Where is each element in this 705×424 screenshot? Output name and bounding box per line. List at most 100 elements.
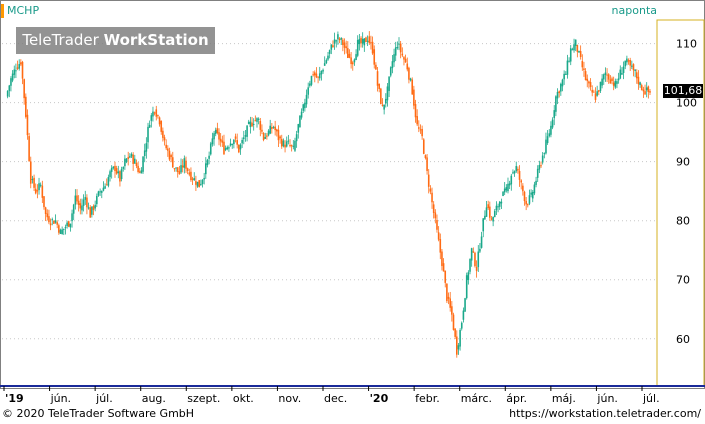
- candle-body: [181, 165, 184, 168]
- candle-body: [394, 47, 397, 56]
- candle-body: [180, 165, 182, 173]
- candle-body: [163, 137, 166, 141]
- candle-body: [145, 143, 148, 152]
- candle-body: [634, 69, 636, 71]
- candle-body: [25, 96, 27, 117]
- candle-body: [171, 157, 174, 168]
- candle-body: [170, 155, 172, 158]
- candle-body: [142, 156, 144, 172]
- candle-body: [33, 177, 35, 188]
- candle-body: [200, 183, 202, 186]
- candle-body: [386, 86, 389, 101]
- candle-body: [398, 43, 400, 45]
- candle-body: [389, 67, 392, 76]
- candle-body: [302, 104, 305, 111]
- candle-body: [134, 158, 136, 164]
- candle-body: [120, 169, 123, 180]
- candle-body: [205, 163, 207, 175]
- candle-body: [480, 236, 483, 248]
- candle-body: [59, 229, 62, 234]
- candle-body: [563, 73, 565, 80]
- candle-body: [523, 191, 526, 202]
- candle-body: [53, 220, 55, 224]
- candle-body: [627, 60, 630, 62]
- candle-body: [414, 104, 417, 118]
- ticker-symbol[interactable]: MCHP: [7, 4, 40, 17]
- candle-body: [437, 232, 440, 240]
- candle-body: [147, 126, 149, 143]
- x-tick-label: júl.: [642, 392, 660, 405]
- candle-body: [631, 65, 633, 67]
- candle-body: [505, 187, 508, 191]
- candle-body: [44, 207, 47, 214]
- candle-body: [112, 166, 115, 169]
- candle-body: [560, 83, 562, 92]
- candle-body: [355, 54, 357, 61]
- candle-body: [157, 115, 159, 117]
- candle-body: [401, 53, 404, 56]
- candle-body: [49, 223, 52, 226]
- candle-body: [244, 135, 247, 137]
- candle-body: [82, 199, 85, 206]
- candle-body: [122, 167, 125, 169]
- candle-body: [287, 140, 290, 142]
- candle-body: [409, 78, 412, 81]
- candle-body: [348, 53, 351, 58]
- candle-body: [158, 117, 161, 125]
- candle-body: [411, 79, 414, 95]
- candle-body: [297, 124, 300, 133]
- candle-body: [376, 71, 379, 86]
- candle-body: [190, 171, 192, 181]
- candle-body: [531, 191, 534, 199]
- site-link[interactable]: https://workstation.teletrader.com/: [509, 407, 701, 420]
- candle-body: [566, 60, 569, 75]
- candle-body: [617, 78, 620, 81]
- x-tick-label: nov.: [278, 392, 301, 405]
- candle-body: [272, 126, 275, 128]
- candle-body: [282, 140, 285, 147]
- candle-body: [231, 144, 234, 146]
- candle-body: [241, 139, 243, 144]
- watermark-text-bold: WorkStation: [103, 31, 209, 49]
- candle-body: [459, 330, 461, 347]
- candle-body: [551, 119, 554, 128]
- x-tick-label: jún.: [596, 392, 618, 405]
- x-tick-labels: '19 jún. júl. aug. szept. okt. nov. dec. '20 febr…: [5, 392, 660, 405]
- candle-body: [198, 180, 200, 188]
- candle-body: [642, 89, 645, 92]
- candle-body: [239, 144, 242, 150]
- candle-body: [404, 58, 407, 63]
- candle-body: [371, 41, 374, 54]
- candle-body: [342, 39, 344, 46]
- candle-body: [432, 204, 435, 213]
- candle-body: [358, 39, 361, 45]
- candle-body: [107, 177, 110, 186]
- candle-body: [429, 188, 432, 192]
- candle-body: [553, 110, 556, 119]
- candle-body: [568, 60, 570, 62]
- candle-body: [84, 197, 87, 200]
- candle-body: [195, 181, 197, 185]
- candle-body: [269, 125, 272, 134]
- candle-body: [556, 91, 559, 99]
- candle-body: [129, 156, 131, 158]
- candle-body: [196, 181, 199, 187]
- candle-body: [492, 216, 494, 222]
- period-label[interactable]: naponta: [611, 4, 657, 17]
- candle-body: [599, 81, 602, 91]
- candle-body: [337, 34, 339, 40]
- candle-body: [8, 85, 11, 91]
- candle-body: [252, 123, 255, 125]
- candle-body: [104, 186, 106, 189]
- candle-body: [89, 207, 92, 218]
- candle-body: [10, 78, 12, 86]
- candle-body: [211, 138, 214, 145]
- candle-body: [396, 47, 399, 49]
- candle-body: [490, 218, 493, 220]
- candle-body: [403, 57, 405, 60]
- candle-body: [503, 188, 506, 193]
- candle-body: [280, 138, 283, 147]
- y-tick-label: 70: [676, 274, 690, 287]
- candle-body: [477, 251, 480, 268]
- candle-body: [16, 67, 19, 69]
